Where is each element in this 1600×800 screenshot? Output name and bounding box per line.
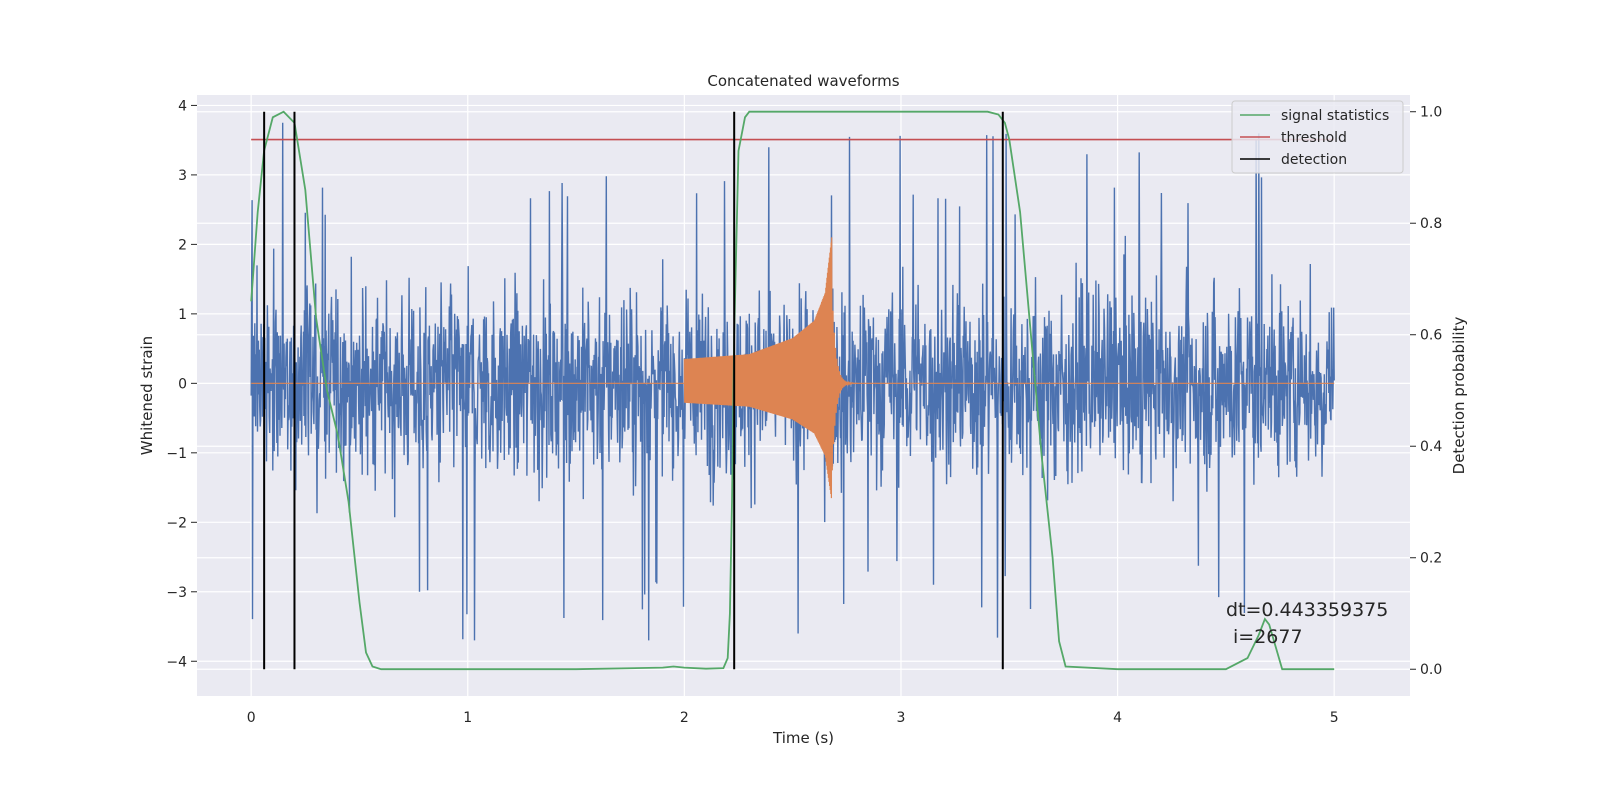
y2-tick-label: 0.8 [1420,216,1442,232]
y-tick-label: −4 [166,654,187,670]
y-tick-label: 1 [178,307,187,323]
data-layer [250,110,1335,671]
axis-ticks: 0 1 2 3 4 5 −4 −3 −2 −1 0 1 2 3 4 0.0 0.2 0.4 0.6 0.8 1.0 [166,98,1442,726]
x-tick-label: 0 [247,710,256,726]
template-series [251,237,1335,499]
x-tick-label: 3 [897,710,906,726]
y-tick-label: 2 [178,237,187,253]
legend-label-threshold: threshold [1281,130,1347,146]
y2-tick-label: 0.0 [1420,662,1442,678]
y-tick-label: 3 [178,168,187,184]
annotation-dt: dt=0.443359375 [1226,599,1388,621]
x-axis-label: Time (s) [772,729,834,747]
noise-series [250,122,1335,641]
y-tick-label: 4 [178,98,187,114]
signal-statistics-line [250,110,1335,671]
x-tick-label: 4 [1113,710,1122,726]
y2-tick-label: 1.0 [1420,105,1442,121]
x-tick-label: 1 [463,710,472,726]
legend-box [1231,100,1404,174]
x-tick-label: 5 [1330,710,1339,726]
y2-tick-label: 0.4 [1420,439,1442,455]
y2-tick-label: 0.6 [1420,328,1442,344]
legend-label-signal-statistics: signal statistics [1281,108,1389,124]
y-tick-label: −1 [166,446,187,462]
x-tick-label: 2 [680,710,689,726]
y-axis-label: Whitened strain [138,336,156,455]
legend-label-detection: detection [1281,152,1347,168]
y2-axis-label: Detection probability [1450,317,1468,475]
y-tick-label: −3 [166,585,187,601]
chart-title: Concatenated waveforms [707,72,899,90]
y-tick-label: −2 [166,515,187,531]
annotation-index: i=2677 [1233,626,1303,648]
y2-tick-label: 0.2 [1420,551,1442,567]
y-tick-label: 0 [178,376,187,392]
legend: signal statistics threshold detection [1231,100,1404,174]
